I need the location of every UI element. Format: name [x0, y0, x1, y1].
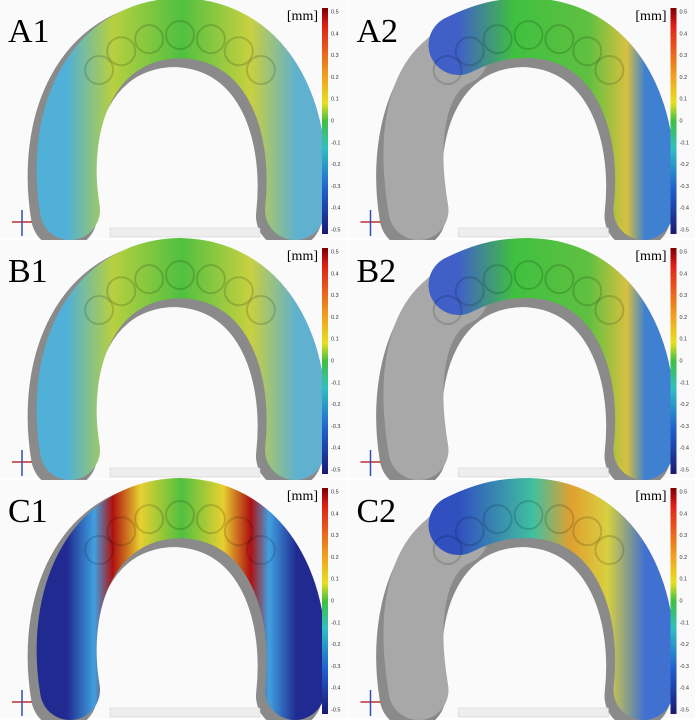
colorbar-tick-label: -0.5 — [680, 227, 689, 233]
colorbar-tick-label: -0.3 — [331, 424, 340, 430]
unit-label: [mm] — [635, 9, 666, 24]
colorbar-tick-label: 0 — [331, 598, 334, 604]
panel: A1 [mm] 0.5 0.4 0.3 0.2 0.1 0 -0.1 -0.2 -0.3 -0.4 -0… — [0, 0, 347, 238]
colorbar-tick-label: -0.4 — [680, 686, 689, 692]
colorbar-tick-label: 0.2 — [680, 555, 688, 561]
colorbar-tick-label: 0.5 — [680, 489, 688, 495]
colorbar — [322, 488, 328, 714]
colorbar-tick-label: 0.4 — [680, 271, 688, 277]
colorbar-tick-label: 0.4 — [680, 31, 688, 37]
colorbar-tick-label: 0.1 — [680, 337, 688, 343]
colorbar-tick-label: 0.4 — [331, 271, 339, 277]
colorbar-tick-label: 0.2 — [331, 75, 339, 81]
colorbar-tick-label: 0.3 — [680, 533, 688, 539]
colorbar-tick-label: 0.5 — [331, 9, 339, 15]
toolbar — [459, 708, 609, 717]
colorbar-tick-label: 0.1 — [331, 577, 339, 583]
colorbar-tick-label: -0.2 — [680, 162, 689, 168]
colorbar-tick-label: -0.1 — [680, 620, 689, 626]
colorbar-tick-label: -0.4 — [680, 446, 689, 452]
panel: B2 [mm] 0.5 0.4 0.3 0.2 0.1 0 -0.1 -0.2 -0.3 -0.4 -0… — [349, 240, 696, 478]
colorbar-tick-label: -0.1 — [331, 140, 340, 146]
colorbar — [671, 8, 677, 234]
colorbar-tick-label: 0.1 — [331, 337, 339, 343]
colorbar-tick-label: -0.4 — [331, 206, 340, 212]
colorbar-tick-label: 0.2 — [680, 315, 688, 321]
colorbar-tick-label: 0.3 — [680, 293, 688, 299]
colorbar-tick-label: -0.5 — [680, 467, 689, 473]
colorbar — [322, 248, 328, 474]
toolbar — [459, 468, 609, 477]
colorbar-tick-label: 0 — [680, 358, 683, 364]
colorbar-tick-label: -0.5 — [331, 227, 340, 233]
colorbar-tick-label: 0.5 — [680, 249, 688, 255]
colorbar-tick-label: 0 — [680, 118, 683, 124]
colorbar-tick-label: -0.1 — [680, 140, 689, 146]
colorbar-tick-label: 0.1 — [680, 577, 688, 583]
toolbar — [110, 468, 260, 477]
colorbar-tick-label: 0 — [680, 598, 683, 604]
colorbar-tick-label: 0.4 — [680, 511, 688, 517]
colorbar-tick-label: -0.4 — [331, 446, 340, 452]
colorbar — [322, 8, 328, 234]
colorbar-tick-label: -0.1 — [331, 380, 340, 386]
colorbar — [671, 488, 677, 714]
colorbar-tick-label: -0.5 — [680, 707, 689, 713]
panel: C1 [mm] 0.5 0.4 0.3 0.2 0.1 0 -0.1 -0.2 -0.3 -0.4 -0… — [0, 480, 347, 718]
colorbar-tick-label: -0.3 — [680, 664, 689, 670]
colorbar-tick-label: 0 — [331, 358, 334, 364]
panel-label: C1 — [8, 493, 48, 530]
colorbar-tick-label: 0.2 — [331, 315, 339, 321]
unit-label: [mm] — [635, 489, 666, 504]
colorbar-tick-label: -0.2 — [680, 402, 689, 408]
colorbar-tick-label: -0.2 — [331, 642, 340, 648]
colorbar-tick-label: 0.5 — [331, 249, 339, 255]
panel: A2 [mm] 0.5 0.4 0.3 0.2 0.1 0 -0.1 -0.2 -0.3 -0.4 -0… — [349, 0, 696, 238]
figure: A1 [mm] 0.5 0.4 0.3 0.2 0.1 0 -0.1 -0.2 -0.3 -0.4 -0… — [0, 0, 697, 720]
colorbar-tick-label: 0.3 — [680, 53, 688, 59]
colorbar-tick-label: 0.4 — [331, 31, 339, 37]
toolbar — [110, 708, 260, 717]
colorbar-tick-label: 0.3 — [331, 53, 339, 59]
colorbar-tick-label: -0.1 — [331, 620, 340, 626]
panel-label: B2 — [357, 253, 397, 290]
panel-label: A1 — [8, 13, 50, 50]
colorbar-tick-label: -0.5 — [331, 467, 340, 473]
unit-label: [mm] — [287, 489, 318, 504]
colorbar-tick-label: 0.3 — [331, 533, 339, 539]
colorbar-tick-label: -0.3 — [331, 664, 340, 670]
colorbar-tick-label: -0.2 — [331, 162, 340, 168]
toolbar — [110, 228, 260, 237]
colorbar-tick-label: -0.3 — [331, 184, 340, 190]
colorbar-tick-label: 0 — [331, 118, 334, 124]
panel: B1 [mm] 0.5 0.4 0.3 0.2 0.1 0 -0.1 -0.2 -0.3 -0.4 -0… — [0, 240, 347, 478]
colorbar-tick-label: 0.2 — [331, 555, 339, 561]
colorbar-tick-label: 0.5 — [331, 489, 339, 495]
colorbar-tick-label: 0.2 — [680, 75, 688, 81]
colorbar-tick-label: -0.3 — [680, 424, 689, 430]
unit-label: [mm] — [635, 249, 666, 264]
colorbar-tick-label: -0.4 — [331, 686, 340, 692]
unit-label: [mm] — [287, 9, 318, 24]
colorbar-tick-label: -0.2 — [680, 642, 689, 648]
colorbar-tick-label: 0.1 — [331, 97, 339, 103]
colorbar-tick-label: 0.3 — [331, 293, 339, 299]
panel-label: C2 — [357, 493, 397, 530]
colorbar-tick-label: 0.1 — [680, 97, 688, 103]
colorbar-tick-label: -0.4 — [680, 206, 689, 212]
colorbar-tick-label: -0.2 — [331, 402, 340, 408]
colorbar-tick-label: -0.1 — [680, 380, 689, 386]
panel: C2 [mm] 0.5 0.4 0.3 0.2 0.1 0 -0.1 -0.2 -0.3 -0.4 -0… — [349, 480, 696, 718]
colorbar — [671, 248, 677, 474]
panel-label: A2 — [357, 13, 399, 50]
colorbar-tick-label: -0.3 — [680, 184, 689, 190]
colorbar-tick-label: -0.5 — [331, 707, 340, 713]
panel-label: B1 — [8, 253, 48, 290]
colorbar-tick-label: 0.5 — [680, 9, 688, 15]
toolbar — [459, 228, 609, 237]
unit-label: [mm] — [287, 249, 318, 264]
colorbar-tick-label: 0.4 — [331, 511, 339, 517]
